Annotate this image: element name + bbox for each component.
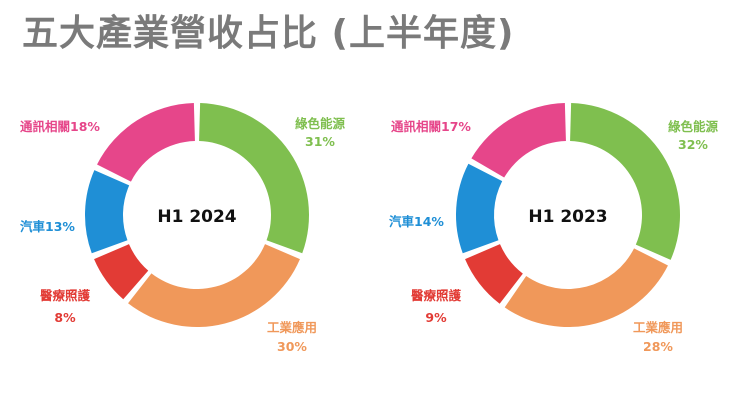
donut-chart-h1-2023: H1 2023 綠色能源 32% 工業應用 28% 醫療照護 9% 汽車14% … xyxy=(389,103,718,354)
donut-slice xyxy=(84,170,130,254)
slice-label: 通訊相關17% xyxy=(391,119,471,134)
donut-slice xyxy=(465,244,523,304)
donut-slice xyxy=(199,103,309,254)
slice-label: 綠色能源 xyxy=(295,116,346,131)
slice-label: 綠色能源 xyxy=(668,119,719,134)
slice-label: 通訊相關18% xyxy=(20,119,100,134)
slice-value: 30% xyxy=(277,339,307,354)
slice-value: 28% xyxy=(643,339,673,354)
donut-slice xyxy=(471,103,566,178)
donut-slice xyxy=(128,244,300,327)
slice-label: 醫療照護 xyxy=(411,288,462,303)
donut-slice xyxy=(456,163,503,254)
slice-label: 汽車13% xyxy=(20,219,75,234)
slice-value: 32% xyxy=(678,137,708,152)
slice-label: 汽車14% xyxy=(389,214,444,229)
donut-slice xyxy=(570,103,680,260)
donut-slice xyxy=(504,248,668,327)
donut-chart-h1-2024: H1 2024 綠色能源 31% 工業應用 30% 醫療照護 8% 汽車13% … xyxy=(20,103,345,354)
slice-value: 31% xyxy=(305,134,335,149)
page-title: 五大產業營收占比 (上半年度) xyxy=(22,13,515,54)
slice-value: 8% xyxy=(54,310,76,325)
slice-value: 9% xyxy=(425,310,447,325)
center-label: H1 2023 xyxy=(528,207,607,227)
slice-label: 工業應用 xyxy=(267,320,317,335)
donut-slice xyxy=(97,103,195,182)
donut-slice xyxy=(94,244,149,300)
slice-label: 醫療照護 xyxy=(40,288,91,303)
center-label: H1 2024 xyxy=(157,207,236,227)
slice-label: 工業應用 xyxy=(633,320,683,335)
